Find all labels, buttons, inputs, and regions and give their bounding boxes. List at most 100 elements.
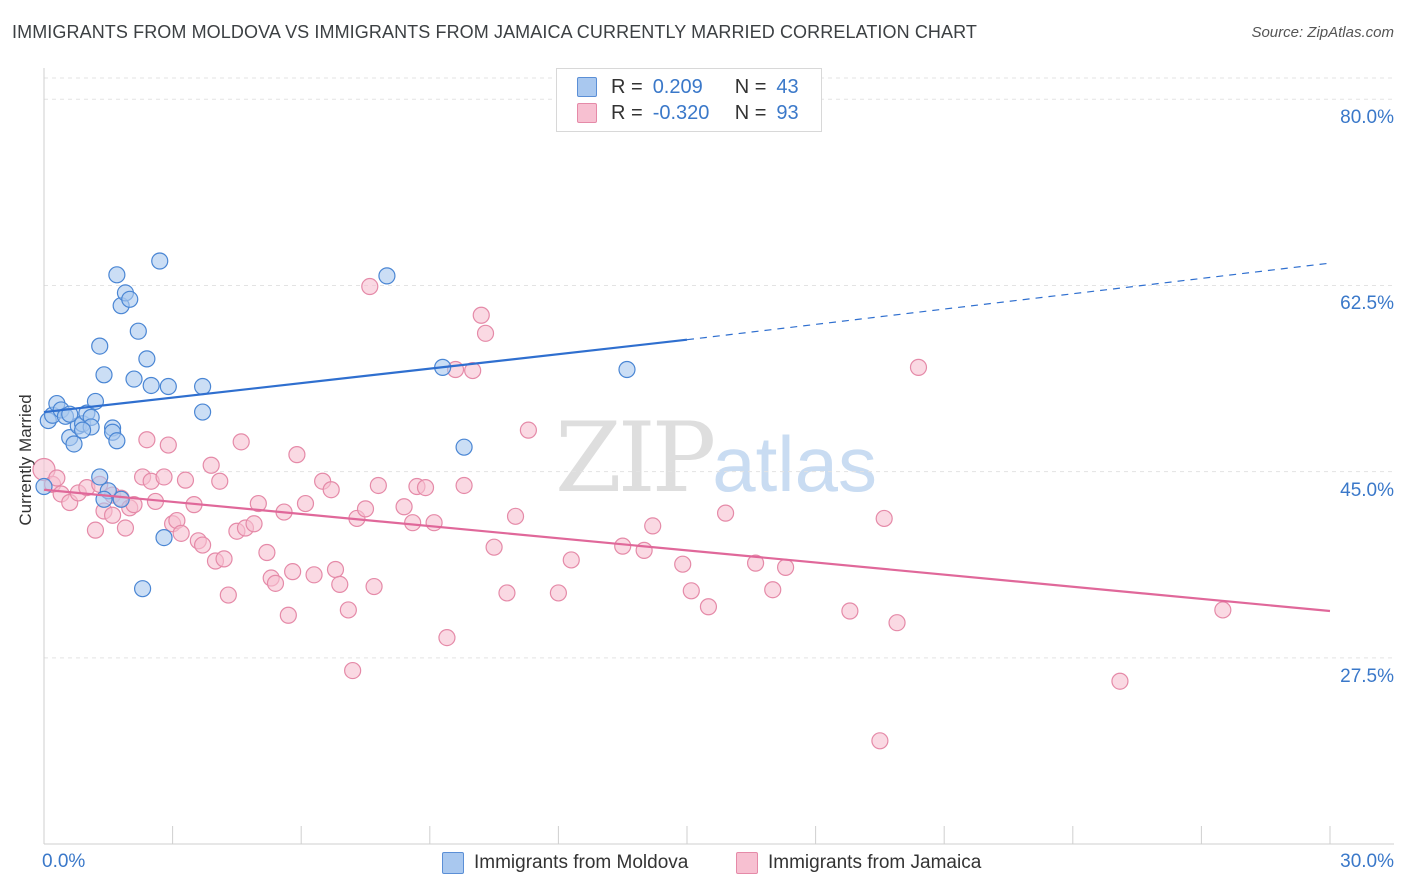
jamaica-point	[331, 575, 349, 594]
moldova-point	[129, 322, 147, 340]
jamaica-point	[159, 436, 177, 454]
moldova-point	[618, 360, 636, 379]
legend-r-value-moldova: 0.209	[652, 75, 703, 98]
jamaica-point	[562, 551, 580, 569]
jamaica-point	[909, 358, 928, 376]
jamaica-point	[176, 471, 195, 489]
jamaica-point	[279, 606, 297, 624]
jamaica-point	[498, 584, 516, 602]
moldova-point	[142, 376, 160, 395]
moldova-point	[138, 350, 156, 368]
legend-row-jamaica: R = -0.320 N = 93	[577, 101, 799, 125]
y-tick-label: 80.0%	[1340, 107, 1394, 129]
jamaica-point	[395, 498, 413, 516]
moldova-point	[151, 252, 169, 270]
legend-n-value-moldova: 43	[776, 75, 799, 98]
jamaica-point	[746, 554, 765, 572]
moldova-trend-line	[43, 338, 688, 414]
moldova-point	[65, 435, 83, 453]
moldova-point	[91, 337, 109, 355]
jamaica-point	[361, 277, 379, 296]
axes	[43, 68, 1394, 845]
y-tick-label: 45.0%	[1340, 479, 1394, 501]
jamaica-point	[644, 517, 662, 535]
jamaica-point	[356, 500, 375, 518]
jamaica-point	[219, 586, 237, 604]
jamaica-point	[266, 574, 285, 592]
jamaica-point	[416, 478, 435, 497]
jamaica-point	[116, 519, 135, 537]
jamaica-point	[215, 550, 233, 568]
moldova-point	[91, 468, 109, 486]
jamaica-point	[155, 468, 173, 486]
series-jamaica-points	[32, 277, 1232, 750]
stats-legend: R = 0.209 N = 43 R = -0.320 N = 93	[556, 68, 822, 132]
jamaica-point	[506, 507, 525, 525]
moldova-point	[125, 370, 143, 388]
jamaica-point	[674, 555, 692, 573]
watermark-zip: ZIP	[555, 402, 716, 514]
moldova-point	[35, 477, 53, 496]
jamaica-point	[716, 504, 735, 522]
moldova-point	[455, 438, 473, 456]
jamaica-point	[455, 476, 473, 495]
jamaica-point	[776, 558, 795, 576]
moldova-point	[378, 267, 396, 285]
jamaica-point	[425, 514, 443, 532]
jamaica-point	[249, 494, 267, 513]
moldova-point	[73, 421, 92, 439]
moldova-point	[95, 366, 113, 384]
moldova-point	[159, 377, 177, 396]
jamaica-point	[172, 524, 190, 542]
bottom-legend-swatch-jamaica	[736, 852, 758, 874]
jamaica-point	[1111, 672, 1129, 690]
jamaica-point	[322, 481, 340, 499]
legend-r-value-jamaica: -0.320	[652, 101, 710, 124]
jamaica-point	[284, 563, 302, 581]
jamaica-point	[549, 584, 568, 602]
jamaica-point	[614, 537, 632, 555]
chart-title: IMMIGRANTS FROM MOLDOVA VS IMMIGRANTS FR…	[12, 22, 978, 42]
bottom-legend-moldova: Immigrants from Moldova	[442, 852, 688, 874]
moldova-point	[194, 377, 212, 396]
grid-lines	[44, 77, 1394, 659]
bottom-legend-label-jamaica: Immigrants from Jamaica	[768, 852, 982, 873]
moldova-point	[121, 290, 139, 308]
legend-row-moldova: R = 0.209 N = 43	[577, 75, 799, 99]
jamaica-point	[464, 361, 482, 380]
jamaica-point	[764, 581, 782, 599]
jamaica-point	[138, 431, 156, 449]
jamaica-point	[232, 433, 250, 451]
jamaica-point	[258, 543, 276, 562]
jamaica-point	[103, 506, 122, 524]
jamaica-point	[305, 566, 323, 584]
jamaica-point	[1214, 601, 1232, 619]
jamaica-point	[339, 601, 357, 619]
jamaica-point	[519, 421, 537, 439]
legend-swatch-jamaica	[577, 103, 597, 123]
moldova-point	[95, 490, 113, 508]
moldova-point	[112, 490, 130, 508]
jamaica-point	[296, 494, 315, 513]
moldova-trend-extension	[686, 262, 1331, 341]
jamaica-point	[438, 629, 456, 647]
jamaica-point	[194, 536, 212, 554]
legend-n-value-jamaica: 93	[776, 101, 799, 124]
legend-n-label: N =	[734, 75, 767, 98]
legend-r-label: R =	[611, 101, 643, 124]
jamaica-trend-line	[43, 488, 1331, 613]
jamaica-point	[476, 324, 495, 342]
jamaica-point	[48, 469, 66, 487]
jamaica-point	[326, 560, 345, 579]
bottom-legend-label-moldova: Immigrants from Moldova	[474, 852, 689, 873]
jamaica-point	[888, 614, 906, 632]
jamaica-point	[344, 661, 362, 680]
legend-swatch-moldova	[577, 77, 597, 97]
watermark-atlas: atlas	[712, 420, 877, 508]
jamaica-point	[699, 598, 718, 616]
bottom-legend-jamaica: Immigrants from Jamaica	[736, 852, 981, 874]
source-label: Source: ZipAtlas.com	[1251, 24, 1394, 41]
moldova-point	[194, 403, 212, 421]
moldova-point	[155, 528, 173, 547]
